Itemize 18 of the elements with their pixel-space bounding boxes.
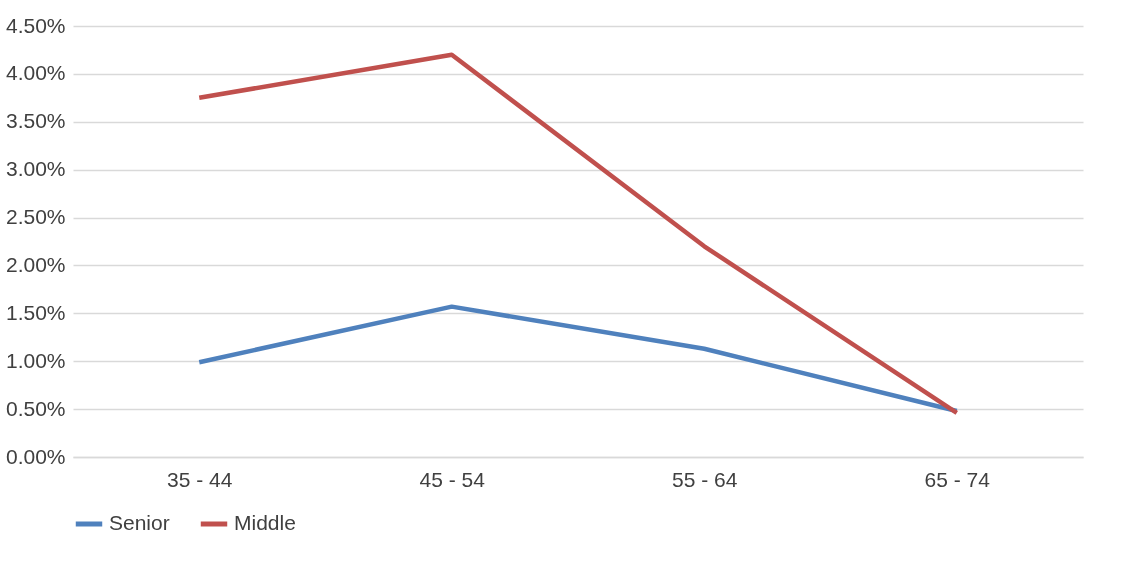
y-tick-label: 4.00% (5, 61, 66, 85)
legend-label: Middle (234, 511, 296, 534)
y-tick-label: 2.00% (5, 252, 66, 276)
y-tick-label: 1.00% (5, 348, 66, 372)
y-tick-label: 2.50% (5, 205, 66, 229)
y-tick-label: 3.50% (5, 109, 66, 133)
y-tick-label: 3.00% (5, 157, 66, 181)
y-tick-label: 0.00% (5, 444, 66, 468)
legend-label: Senior (109, 511, 170, 534)
line-series (197, 304, 959, 414)
y-tick-label: 4.50% (5, 13, 66, 37)
x-tick-label: 55 - 64 (672, 467, 738, 491)
x-tick-label: 65 - 74 (924, 467, 991, 491)
y-tick-label: 0.50% (5, 396, 66, 420)
line-series (197, 52, 959, 416)
y-tick-label: 1.50% (5, 300, 66, 324)
x-tick-label: 45 - 54 (419, 467, 486, 491)
x-tick-label: 35 - 44 (167, 467, 233, 491)
